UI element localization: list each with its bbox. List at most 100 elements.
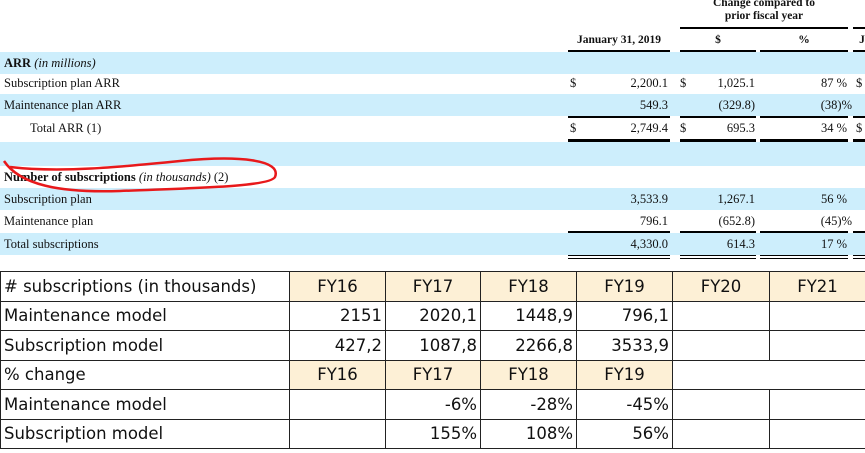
currency: $ — [680, 121, 687, 135]
header-cell[interactable]: FY18 — [480, 359, 577, 390]
cell[interactable]: 155% — [385, 418, 481, 449]
pct: 34 % — [820, 121, 847, 135]
row-label: Subscription plan ARR — [4, 76, 120, 90]
cell[interactable] — [289, 418, 386, 449]
arr-title: ARR — [4, 56, 32, 70]
subs-section-header: Number of subscriptions (in thousands) (… — [0, 166, 865, 188]
pct: 56 % — [820, 192, 847, 206]
sheet-row: Subscription model 155% 108% 56% — [0, 418, 865, 449]
cell[interactable] — [672, 359, 770, 390]
cell[interactable]: -45% — [576, 389, 673, 420]
subs-total-row: Total subscriptions 4,330.0 614.3 17 % — [0, 233, 865, 255]
value: 2,749.4 — [630, 121, 669, 135]
header-cell[interactable]: % change — [0, 359, 290, 390]
arr-row: Subscription plan ARR $ 2,200.1 $ 1,025.… — [0, 72, 865, 94]
red-circle-annotation — [2, 157, 277, 193]
currency: $ — [680, 76, 687, 90]
cell[interactable] — [769, 330, 865, 361]
value: 3,533.9 — [630, 192, 669, 206]
col-dollar: $ — [715, 34, 721, 46]
cell[interactable]: 427,2 — [289, 330, 386, 361]
col-date: January 31, 2019 — [576, 34, 662, 46]
currency: $ — [856, 76, 863, 90]
subs-title-note: (in thousands) — [138, 170, 211, 184]
cell[interactable] — [769, 359, 865, 390]
cell[interactable]: -28% — [480, 389, 577, 420]
row-label: Subscription plan — [4, 192, 92, 206]
currency: $ — [570, 76, 577, 90]
cell[interactable]: 796,1 — [576, 300, 673, 331]
pct: 87 % — [820, 76, 847, 90]
change: 614.3 — [726, 237, 755, 251]
subs-title-ref: (2) — [213, 170, 229, 184]
sheet-row: Maintenance model -6% -28% -45% — [0, 389, 865, 420]
cell[interactable] — [769, 418, 865, 449]
spacer-row — [0, 142, 865, 166]
row-label: Total subscriptions — [4, 237, 99, 251]
value: 796.1 — [639, 214, 668, 228]
change-header: Change compared to prior fiscal year — [680, 0, 848, 23]
financial-report-excerpt: Change compared to prior fiscal year Jan… — [0, 0, 865, 256]
change-title-line2: prior fiscal year — [724, 10, 804, 22]
cell[interactable] — [769, 389, 865, 420]
cell[interactable] — [769, 300, 865, 331]
value: 2,200.1 — [630, 76, 669, 90]
sheet-header-row: % change FY16 FY17 FY18 FY19 — [0, 359, 865, 390]
header-cell[interactable]: FY17 — [385, 271, 481, 302]
value: 4,330.0 — [630, 237, 669, 251]
header-cell[interactable]: FY16 — [289, 271, 386, 302]
pct: 17 % — [820, 237, 847, 251]
header-cell[interactable]: # subscriptions (in thousands) — [0, 271, 290, 302]
value: 549.3 — [639, 98, 668, 112]
currency: $ — [856, 121, 863, 135]
change: 1,267.1 — [717, 192, 756, 206]
arr-total-row: Total ARR (1) $ 2,749.4 $ 695.3 34 % $ — [0, 117, 865, 139]
pct: (45)% — [820, 214, 852, 228]
cell[interactable]: Subscription model — [0, 330, 290, 361]
cell[interactable]: 2151 — [289, 300, 386, 331]
arr-section-header: ARR (in millions) — [0, 52, 865, 74]
cell[interactable] — [289, 389, 386, 420]
change: 1,025.1 — [717, 76, 756, 90]
arr-row: Maintenance plan ARR 549.3 (329.8) (38)% — [0, 94, 865, 116]
change: (652.8) — [718, 214, 755, 228]
header-cell[interactable]: FY21 — [769, 271, 865, 302]
sheet-row: Maintenance model 2151 2020,1 1448,9 796… — [0, 300, 865, 331]
subs-row: Subscription plan 3,533.9 1,267.1 56 % — [0, 188, 865, 210]
cell[interactable]: 1448,9 — [480, 300, 577, 331]
spreadsheet-table: # subscriptions (in thousands) FY16 FY17… — [0, 271, 865, 449]
change: (329.8) — [718, 98, 755, 112]
cell[interactable]: 56% — [576, 418, 673, 449]
header-cell[interactable]: FY17 — [385, 359, 481, 390]
cell[interactable]: 1087,8 — [385, 330, 481, 361]
cell[interactable]: Maintenance model — [0, 389, 290, 420]
cell[interactable] — [672, 300, 770, 331]
col-next: J — [859, 34, 865, 46]
cell[interactable] — [672, 389, 770, 420]
change: 695.3 — [726, 121, 755, 135]
sheet-header-row: # subscriptions (in thousands) FY16 FY17… — [0, 271, 865, 302]
col-pct: % — [798, 34, 810, 46]
row-label: Total ARR (1) — [30, 121, 102, 135]
change-title-line1: Change compared to — [712, 0, 815, 9]
cell[interactable]: -6% — [385, 389, 481, 420]
header-cell[interactable]: FY19 — [576, 359, 673, 390]
row-label: Maintenance plan — [4, 214, 94, 228]
cell[interactable]: Subscription model — [0, 418, 290, 449]
cell[interactable]: 2266,8 — [480, 330, 577, 361]
pct: (38)% — [820, 98, 852, 112]
header-cell[interactable]: FY18 — [480, 271, 577, 302]
cell[interactable] — [672, 330, 770, 361]
cell[interactable]: 108% — [480, 418, 577, 449]
header-cell[interactable]: FY19 — [576, 271, 673, 302]
header-cell[interactable]: FY16 — [289, 359, 386, 390]
cell[interactable]: 3533,9 — [576, 330, 673, 361]
sheet-row: Subscription model 427,2 1087,8 2266,8 3… — [0, 330, 865, 361]
subs-row: Maintenance plan 796.1 (652.8) (45)% — [0, 210, 865, 232]
cell[interactable]: 2020,1 — [385, 300, 481, 331]
arr-title-note: (in millions) — [34, 56, 96, 70]
currency: $ — [570, 121, 577, 135]
cell[interactable]: Maintenance model — [0, 300, 290, 331]
header-cell[interactable]: FY20 — [672, 271, 770, 302]
cell[interactable] — [672, 418, 770, 449]
